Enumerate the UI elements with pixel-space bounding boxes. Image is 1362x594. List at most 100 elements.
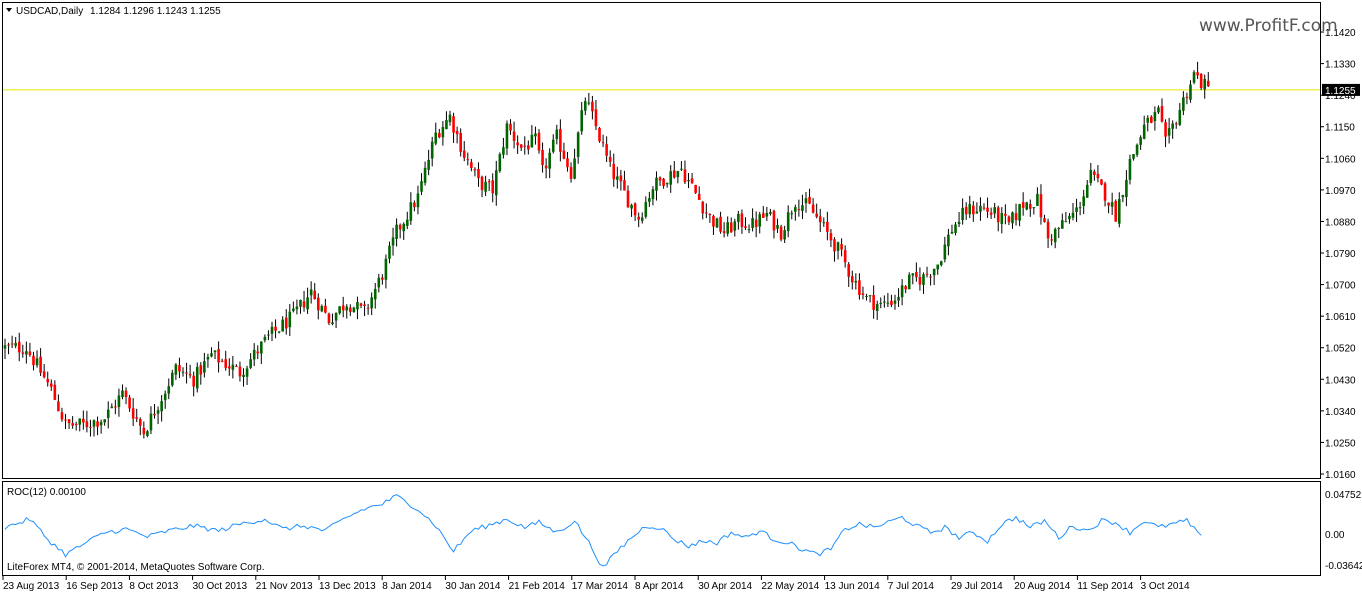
candle — [1199, 73, 1203, 91]
candle — [373, 283, 377, 309]
candle-body-bear — [96, 421, 99, 427]
candle-body-bull — [292, 308, 295, 312]
candle-body-bear — [972, 205, 975, 215]
candle — [943, 236, 947, 263]
candle — [576, 131, 580, 164]
candle — [932, 268, 936, 285]
candle-body-bull — [288, 311, 292, 328]
candle-body-bear — [662, 178, 665, 186]
candle-body-bull — [1075, 207, 1078, 213]
candle — [662, 177, 665, 189]
candle-body-bear — [178, 365, 181, 372]
candle-body-bull — [936, 264, 940, 270]
candle-body-bull — [993, 207, 996, 214]
candle — [537, 129, 541, 154]
candle-body-bull — [790, 213, 794, 215]
candle-body-bull — [1117, 199, 1121, 224]
candle — [829, 229, 833, 248]
candle-body-bull — [498, 154, 502, 172]
candle — [1160, 98, 1164, 123]
candle — [338, 306, 341, 315]
dropdown-triangle-icon[interactable] — [6, 8, 12, 12]
candle-body-bull — [502, 147, 505, 155]
candle-body-bull — [1167, 128, 1171, 136]
price-tick-label: 1.0160 — [1325, 470, 1356, 481]
candle-body-bear — [452, 116, 455, 133]
candle — [206, 353, 210, 368]
candle — [840, 238, 843, 257]
roc-tick-label: -0.03642 — [1325, 561, 1362, 572]
candle-body-bear — [1196, 72, 1199, 76]
price-tick-label: 1.0970 — [1325, 186, 1356, 197]
candle-body-bull — [195, 366, 199, 389]
candle — [249, 353, 252, 370]
candle-body-bull — [1139, 137, 1142, 145]
candle-body-bull — [1025, 202, 1029, 210]
candle-body-bull — [1157, 107, 1160, 113]
candle — [776, 218, 779, 233]
candle-body-bear — [49, 383, 53, 387]
candle — [715, 217, 719, 228]
candle-body-bull — [430, 141, 434, 159]
candle-body-bear — [986, 207, 989, 212]
candle — [238, 361, 242, 382]
candle — [448, 110, 452, 126]
candle-body-bull — [445, 120, 448, 130]
candle-body-bull — [103, 419, 106, 423]
time-tick-label: 22 May 2014 — [761, 581, 819, 592]
candle-body-bear — [633, 203, 637, 216]
time-tick-label: 20 Aug 2014 — [1014, 581, 1071, 592]
candle — [1142, 115, 1146, 140]
candle — [427, 149, 430, 176]
candle — [103, 419, 106, 426]
candle — [17, 332, 21, 362]
candle-body-bear — [705, 212, 708, 214]
candle-body-bear — [256, 351, 260, 354]
candle-body-bear — [697, 194, 701, 200]
candle-body-bull — [776, 225, 779, 229]
candle-body-bull — [1011, 212, 1014, 224]
candle — [979, 197, 982, 221]
candle-body-bear — [274, 326, 277, 331]
candle — [897, 288, 900, 307]
price-tick-label: 1.1060 — [1325, 154, 1356, 165]
candle-body-bear — [74, 423, 78, 426]
candle — [1064, 211, 1068, 223]
candle — [370, 292, 373, 316]
candle — [462, 141, 466, 162]
candle-body-bear — [28, 351, 32, 356]
candle-body-bear — [509, 123, 512, 131]
candle-body-bear — [1185, 96, 1189, 99]
candle-body-bear — [363, 304, 366, 306]
candle-body-bear — [708, 213, 712, 216]
candle-body-bull — [1057, 227, 1061, 229]
candle — [7, 342, 10, 355]
candle — [680, 161, 683, 172]
candle — [815, 203, 818, 219]
candle-body-bull — [14, 343, 17, 346]
candle-body-bull — [299, 299, 302, 307]
candle — [1036, 187, 1039, 206]
candle — [1039, 184, 1043, 225]
candle — [655, 171, 658, 201]
candle — [676, 170, 680, 184]
candle — [227, 358, 231, 376]
price-tick-label: 1.1150 — [1325, 123, 1355, 134]
candle — [153, 404, 156, 419]
candle-body-bear — [1004, 213, 1007, 216]
time-tick-label: 7 Jul 2014 — [888, 581, 935, 592]
candle — [324, 298, 327, 314]
candle-body-bull — [370, 297, 373, 309]
candle — [516, 135, 519, 154]
candle-body-bull — [331, 322, 334, 325]
candle-body-bear — [569, 167, 573, 179]
candle-body-bear — [57, 401, 60, 412]
candle — [274, 319, 277, 339]
candle-body-bull — [751, 218, 754, 228]
candle-body-bull — [644, 202, 648, 217]
time-tick-label: 8 Apr 2014 — [635, 581, 684, 592]
candle-body-bear — [64, 419, 67, 421]
candle-body-bear — [131, 408, 135, 419]
candle — [648, 191, 651, 207]
candle — [267, 330, 270, 341]
